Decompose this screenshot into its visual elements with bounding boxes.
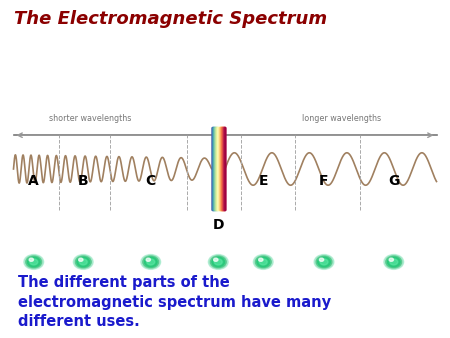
- Circle shape: [387, 257, 400, 267]
- Circle shape: [389, 258, 393, 261]
- Circle shape: [141, 255, 161, 269]
- Circle shape: [146, 258, 150, 261]
- Circle shape: [143, 256, 159, 268]
- Text: E: E: [258, 174, 268, 188]
- Circle shape: [73, 255, 93, 269]
- Text: The Electromagnetic Spectrum: The Electromagnetic Spectrum: [14, 10, 327, 28]
- Text: shorter wavelengths: shorter wavelengths: [49, 114, 131, 123]
- Circle shape: [318, 257, 330, 267]
- Circle shape: [77, 257, 90, 267]
- Circle shape: [257, 257, 270, 267]
- Circle shape: [26, 256, 42, 268]
- Circle shape: [259, 259, 267, 265]
- Circle shape: [24, 255, 44, 269]
- Text: B: B: [78, 174, 89, 188]
- Circle shape: [255, 256, 271, 268]
- Circle shape: [29, 258, 33, 261]
- Circle shape: [75, 256, 91, 268]
- Text: G: G: [388, 174, 400, 188]
- Circle shape: [208, 255, 228, 269]
- Circle shape: [30, 259, 38, 265]
- Circle shape: [386, 256, 402, 268]
- Text: longer wavelengths: longer wavelengths: [302, 114, 382, 123]
- Circle shape: [27, 257, 40, 267]
- Circle shape: [79, 259, 87, 265]
- Text: D: D: [212, 218, 224, 232]
- Circle shape: [314, 255, 334, 269]
- Text: F: F: [319, 174, 329, 188]
- Circle shape: [253, 255, 273, 269]
- Circle shape: [316, 256, 332, 268]
- Text: A: A: [28, 174, 39, 188]
- Circle shape: [147, 259, 155, 265]
- Circle shape: [320, 259, 328, 265]
- Circle shape: [259, 258, 263, 261]
- Circle shape: [144, 257, 157, 267]
- Circle shape: [384, 255, 404, 269]
- Circle shape: [79, 258, 83, 261]
- Circle shape: [214, 258, 218, 261]
- Circle shape: [390, 259, 398, 265]
- Text: The different parts of the
electromagnetic spectrum have many
different uses.: The different parts of the electromagnet…: [18, 275, 331, 329]
- Text: C: C: [146, 174, 156, 188]
- Circle shape: [214, 259, 222, 265]
- Circle shape: [210, 256, 226, 268]
- Circle shape: [212, 257, 225, 267]
- Circle shape: [320, 258, 324, 261]
